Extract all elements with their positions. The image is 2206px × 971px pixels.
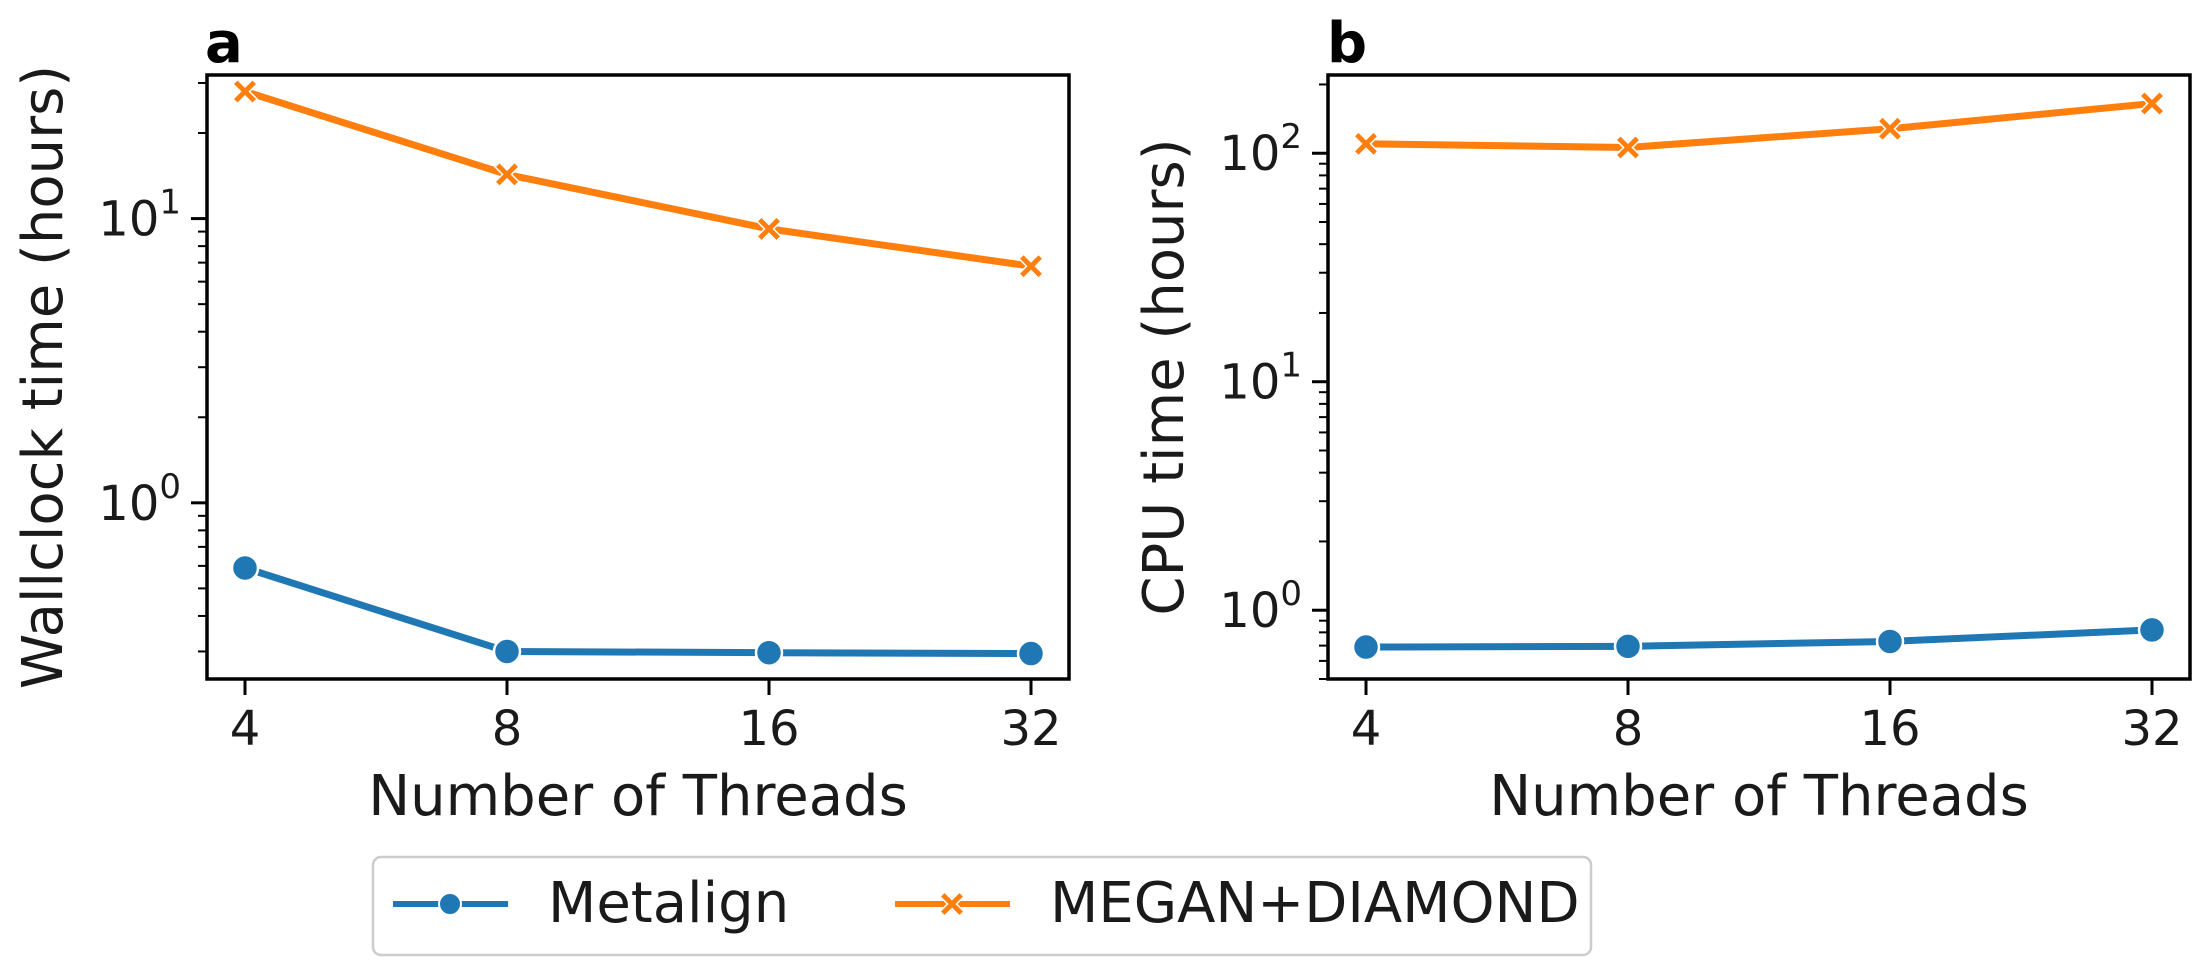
series-line-metalign bbox=[243, 564, 1032, 658]
x-axis-label-b: Number of Threads bbox=[1489, 764, 2029, 829]
data-point-megan-diamond bbox=[755, 215, 783, 242]
legend-item-metalign: Metalign bbox=[393, 871, 789, 936]
data-point-megan-diamond bbox=[1352, 130, 1380, 157]
legend-marker-megan-diamond bbox=[938, 890, 966, 918]
data-point-megan-diamond bbox=[1614, 134, 1642, 161]
data-point-megan-diamond bbox=[1017, 253, 1045, 280]
y-tick-label: 100 bbox=[1219, 574, 1302, 639]
x-axis-label-a: Number of Threads bbox=[368, 764, 908, 829]
legend-marker-metalign bbox=[438, 892, 462, 916]
data-point-metalign bbox=[1016, 639, 1046, 668]
legend-label-metalign: Metalign bbox=[548, 871, 789, 936]
y-tick-label: 101 bbox=[1219, 346, 1302, 411]
x-tick-label: 16 bbox=[738, 701, 799, 757]
panel-label-a: a bbox=[205, 11, 243, 76]
y-tick-label: 101 bbox=[98, 183, 181, 248]
data-point-megan-diamond bbox=[493, 161, 521, 188]
data-point-metalign bbox=[2137, 615, 2167, 645]
legend-item-megan-diamond: MEGAN+DIAMOND bbox=[895, 871, 1580, 936]
data-point-megan-diamond bbox=[231, 78, 259, 105]
y-axis-label-a: Wallclock time (hours) bbox=[11, 65, 76, 689]
legend: Metalign MEGAN+DIAMOND bbox=[371, 855, 1593, 957]
data-point-metalign bbox=[230, 553, 260, 583]
legend-label-megan-diamond: MEGAN+DIAMOND bbox=[1050, 871, 1580, 936]
data-point-megan-diamond bbox=[2138, 90, 2166, 117]
x-tick-label: 8 bbox=[492, 701, 523, 757]
data-point-metalign bbox=[1351, 632, 1381, 662]
y-axis-label-b: CPU time (hours) bbox=[1132, 138, 1197, 615]
x-tick-label: 4 bbox=[1351, 701, 1382, 757]
y-tick-label: 102 bbox=[1219, 117, 1302, 182]
panel-a: a 4 8 16 32 100 101 Number of Threads Wallcl… bbox=[11, 11, 1071, 829]
panel-b: b 4 8 16 32 100 101 102 Number of Threads CPU… bbox=[1132, 11, 2192, 829]
x-tick-label: 32 bbox=[1000, 701, 1061, 757]
x-tick-label: 4 bbox=[230, 701, 261, 757]
data-point-metalign bbox=[492, 637, 522, 666]
data-point-metalign bbox=[1875, 627, 1905, 656]
x-tick-label: 16 bbox=[1859, 701, 1920, 757]
series-line-megan-diamond bbox=[1365, 100, 2153, 151]
y-tick-label: 100 bbox=[98, 467, 181, 532]
data-point-metalign bbox=[754, 638, 784, 667]
x-tick-label: 32 bbox=[2121, 701, 2182, 757]
data-point-megan-diamond bbox=[1876, 115, 1904, 142]
series-line-metalign bbox=[1365, 626, 2153, 651]
x-tick-label: 8 bbox=[1613, 701, 1644, 757]
series-line-megan-diamond bbox=[243, 88, 1032, 270]
panel-label-b: b bbox=[1327, 11, 1367, 76]
data-point-metalign bbox=[1613, 632, 1643, 661]
plot-frame-b bbox=[1326, 73, 2192, 681]
plot-frame-a bbox=[205, 73, 1071, 681]
